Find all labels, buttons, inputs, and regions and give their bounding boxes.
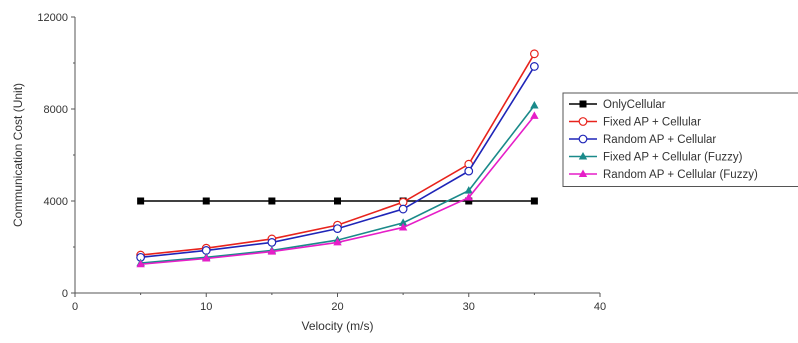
data-point xyxy=(398,218,408,226)
y-tick-label: 8000 xyxy=(44,104,68,116)
legend: OnlyCellular Fixed AP + Cellular Random AP… xyxy=(562,92,798,187)
data-point xyxy=(398,204,408,214)
data-point xyxy=(268,197,276,205)
y-tick-label: 12000 xyxy=(37,12,68,24)
y-ticks: 0 4000 8000 12000 xyxy=(37,12,75,300)
series-layer xyxy=(136,49,539,268)
legend-label: Fixed AP + Cellular (Fuzzy) xyxy=(603,152,743,164)
legend-marker xyxy=(578,152,588,160)
data-point xyxy=(464,166,474,176)
y-axis-label: Communication Cost (Unit) xyxy=(11,83,25,227)
legend-label: Random AP + Cellular xyxy=(603,134,716,146)
data-point xyxy=(267,247,277,255)
data-point xyxy=(529,62,539,71)
y-tick-label: 4000 xyxy=(44,196,68,208)
data-point xyxy=(465,197,473,205)
data-point xyxy=(529,49,539,59)
legend-entry: Random AP + Cellular (Fuzzy) xyxy=(569,169,758,181)
data-point xyxy=(333,224,342,234)
data-point xyxy=(202,254,211,262)
data-point xyxy=(530,111,539,119)
legend-entry: Random AP + Cellular xyxy=(569,134,716,146)
x-tick-label: 0 xyxy=(72,301,78,313)
data-point xyxy=(398,222,408,231)
data-point xyxy=(136,259,145,268)
data-point xyxy=(137,197,145,205)
data-point xyxy=(267,237,277,247)
x-tick-label: 10 xyxy=(200,301,212,313)
data-point xyxy=(333,237,342,246)
legend-marker xyxy=(578,134,588,144)
series-2 xyxy=(136,62,539,262)
legend-marker xyxy=(578,169,588,177)
legend-label: Fixed AP + Cellular xyxy=(603,117,701,129)
data-point xyxy=(464,193,473,201)
legend-entry: Fixed AP + Cellular xyxy=(569,117,701,129)
data-point xyxy=(334,197,341,205)
data-point xyxy=(464,186,473,194)
y-tick-label: 0 xyxy=(62,288,68,300)
legend-marker xyxy=(578,117,588,126)
x-tick-label: 40 xyxy=(594,301,606,313)
legend-label: Random AP + Cellular (Fuzzy) xyxy=(603,169,758,181)
data-point xyxy=(202,197,210,205)
legend-entry: OnlyCellular xyxy=(569,99,666,111)
x-ticks: 0 10 20 30 40 xyxy=(72,293,606,313)
x-tick-label: 20 xyxy=(331,301,343,313)
data-point xyxy=(530,197,538,205)
x-axis-label: Velocity (m/s) xyxy=(301,319,373,333)
legend-marker xyxy=(579,100,587,108)
series-4 xyxy=(136,111,539,268)
data-point xyxy=(530,101,539,109)
legend-box xyxy=(562,92,798,187)
legend-entry: Fixed AP + Cellular (Fuzzy) xyxy=(569,152,743,164)
legend-label: OnlyCellular xyxy=(603,99,666,111)
series-0 xyxy=(137,197,538,205)
x-tick-label: 30 xyxy=(463,301,475,313)
